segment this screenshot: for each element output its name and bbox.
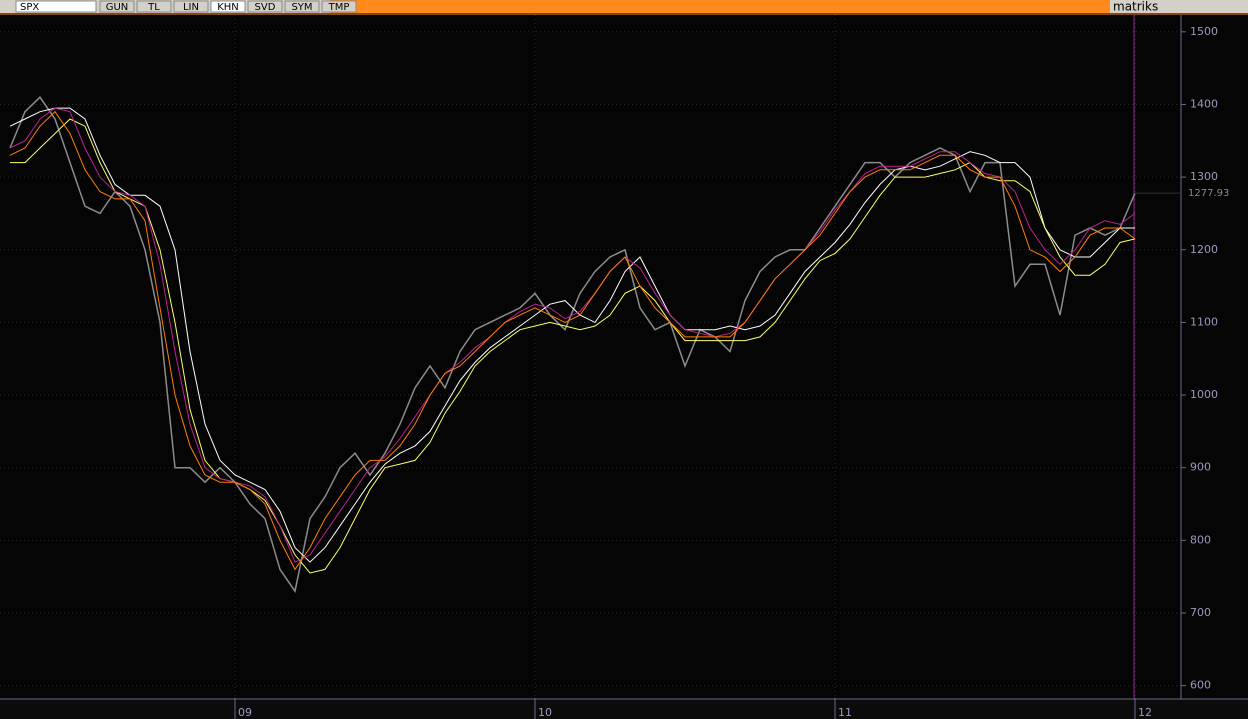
- y-tick-label: 900: [1190, 461, 1211, 474]
- toolbar-button-label: KHN: [217, 2, 239, 13]
- y-tick-label: 1200: [1190, 243, 1218, 256]
- x-tick-label: 12: [1138, 706, 1152, 719]
- toolbar-button-label: TMP: [328, 2, 350, 13]
- toolbar-button-label: SVD: [255, 2, 276, 13]
- toolbar-button[interactable]: [284, 0, 320, 13]
- series-line: [9, 107, 1136, 563]
- y-tick-label: 1100: [1190, 315, 1218, 328]
- x-tick-label: 10: [538, 706, 552, 719]
- y-tick-label: 1500: [1190, 25, 1218, 38]
- y-tick-label: 1400: [1190, 97, 1218, 110]
- symbol: SPX: [20, 2, 39, 13]
- y-tick-label: 800: [1190, 533, 1211, 546]
- y-tick-label: 1300: [1190, 170, 1218, 183]
- toolbar-button[interactable]: [210, 0, 246, 13]
- toolbar-button-label: LIN: [183, 2, 199, 13]
- y-tick-label: 1000: [1190, 388, 1218, 401]
- toolbar-button[interactable]: [247, 0, 283, 13]
- series-line: [10, 118, 1136, 574]
- toolbar-button[interactable]: [136, 0, 172, 13]
- x-tick-label: 11: [838, 706, 852, 719]
- toolbar-button-label: GUN: [106, 2, 129, 13]
- toolbar-fill: [330, 0, 1110, 13]
- symbol-box[interactable]: [15, 0, 97, 13]
- last-value-label: 1277.93: [1188, 188, 1229, 199]
- x-axis-bar: [0, 699, 1248, 719]
- brand: matriks: [1113, 0, 1158, 14]
- y-tick-label: 600: [1190, 679, 1211, 692]
- y-tick-label: 700: [1190, 606, 1211, 619]
- toolbar-button-label: TL: [147, 2, 160, 13]
- toolbar-button[interactable]: [173, 0, 209, 13]
- x-tick-label: 09: [238, 706, 252, 719]
- series-line: [9, 107, 1135, 563]
- toolbar-button[interactable]: [321, 0, 357, 13]
- toolbar-button-label: SYM: [291, 2, 312, 13]
- toolbar-button[interactable]: [99, 0, 135, 13]
- series-line: [9, 110, 1136, 571]
